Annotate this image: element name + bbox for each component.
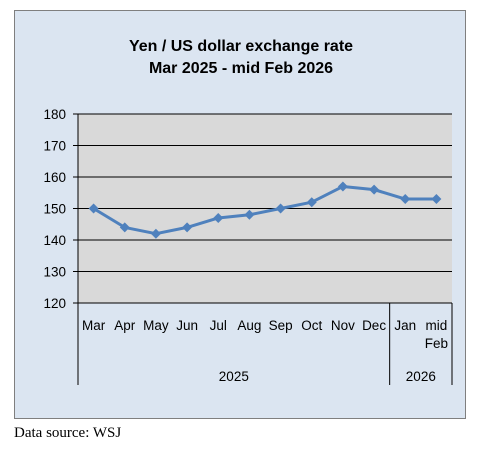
data-point-marker [400,194,411,205]
x-category-label: mid [426,318,448,333]
line-chart: Yen / US dollar exchange rate Mar 2025 - … [43,38,453,385]
data-point-marker [244,209,255,220]
data-point-marker [369,184,380,195]
y-tick-label: 160 [43,170,66,185]
y-tick-label: 120 [43,296,66,311]
y-tick-label: 140 [43,233,66,248]
x-category-label: Feb [425,336,448,351]
x-category-label: Aug [237,318,261,333]
x-category-label: May [143,318,169,333]
x-category-label: Jan [394,318,416,333]
x-category-label: Nov [331,318,355,333]
data-point-marker [306,197,317,208]
chart-title-line: Mar 2025 - mid Feb 2026 [149,60,333,77]
x-category-label: Oct [301,318,322,333]
year-group-label: 2026 [406,369,436,384]
y-tick-label: 180 [43,107,66,122]
x-category-label: Jun [176,318,198,333]
year-group-label: 2025 [219,369,249,384]
series-line [92,184,437,236]
data-point-marker [119,222,130,233]
x-category-label: Apr [114,318,136,333]
x-category-label: Sep [269,318,293,333]
y-tick-label: 130 [43,265,66,280]
data-point-marker [275,203,286,214]
y-tick-label: 170 [43,139,66,154]
chart-title-line: Yen / US dollar exchange rate [129,38,353,55]
data-source-note: Data source: WSJ [14,425,122,441]
chart-frame: Yen / US dollar exchange rate Mar 2025 - … [14,10,466,419]
data-point-marker [150,228,161,239]
data-point-marker [213,212,224,223]
x-category-label: Mar [82,318,106,333]
data-point-marker [337,181,348,192]
data-point-marker [431,194,442,205]
data-point-marker [88,203,99,214]
x-category-label: Jul [210,318,227,333]
y-tick-label: 150 [43,202,66,217]
x-category-label: Dec [362,318,386,333]
data-point-marker [182,222,193,233]
